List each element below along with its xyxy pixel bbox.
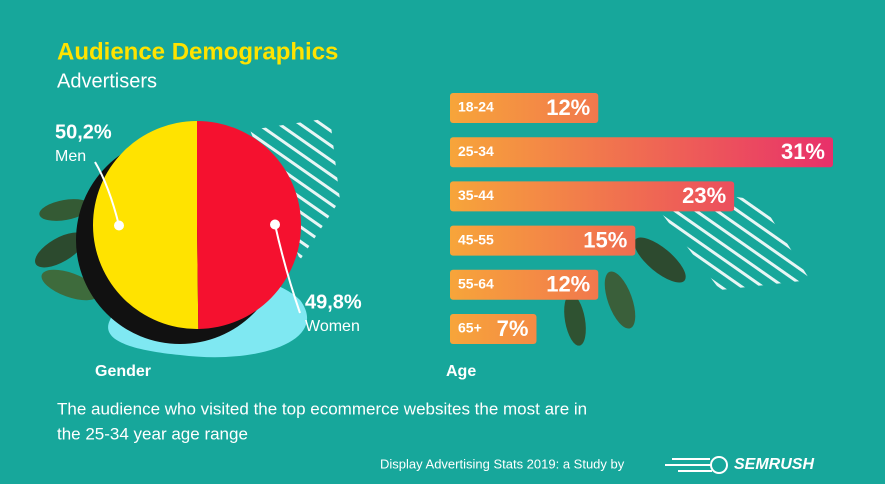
leaf	[35, 232, 85, 268]
bar-value-label: 12%	[546, 95, 590, 120]
title: Audience Demographics	[57, 38, 338, 65]
bar-category-label: 45-55	[458, 231, 494, 247]
pie-value-label: 49,8%	[305, 291, 362, 313]
leaf	[564, 294, 586, 346]
bar	[450, 93, 599, 123]
subtitle: Advertisers	[57, 70, 157, 92]
pie-value-label: 50,2%	[55, 121, 112, 143]
pointer-line	[94, 161, 120, 226]
leaf	[41, 269, 99, 301]
pie-category-label: Women	[305, 318, 360, 335]
bar	[450, 269, 599, 300]
bar-value-label: 15%	[583, 227, 627, 252]
bar-category-label: 65+	[458, 320, 482, 336]
description: The audience who visited the top ecommer…	[57, 399, 587, 418]
leaf	[634, 237, 686, 283]
bar-category-label: 25-34	[458, 143, 494, 159]
bar	[450, 137, 833, 168]
leaf	[604, 271, 636, 329]
leaf	[39, 199, 91, 221]
bar	[450, 314, 537, 344]
bar-category-label: 18-24	[458, 99, 494, 115]
bar-value-label: 31%	[781, 139, 825, 164]
bar-category-label: 35-44	[458, 187, 494, 203]
bar-value-label: 7%	[497, 316, 529, 341]
pointer-line	[274, 224, 301, 314]
bar	[450, 225, 636, 256]
bar-value-label: 12%	[546, 272, 590, 297]
bar	[450, 181, 735, 212]
bar-title: Age	[446, 363, 476, 380]
brand: SEMRUSH	[734, 456, 814, 473]
pie-slice	[93, 121, 199, 329]
description: the 25-34 year age range	[57, 424, 248, 443]
logo-icon	[665, 456, 728, 474]
bar-category-label: 55-64	[458, 276, 494, 292]
bar-value-label: 23%	[682, 183, 726, 208]
pie-slice	[197, 121, 302, 329]
pie-title: Gender	[95, 363, 151, 380]
footer-text: Display Advertising Stats 2019: a Study …	[380, 456, 625, 471]
pie-category-label: Men	[55, 148, 86, 165]
